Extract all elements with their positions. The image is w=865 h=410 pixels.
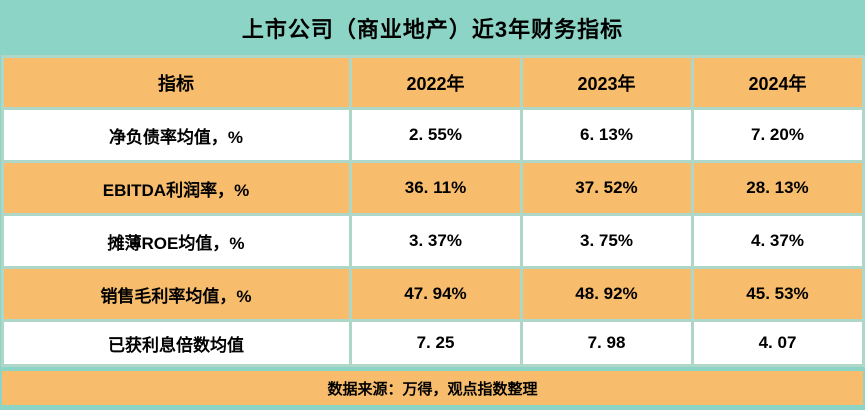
cell-value: 6. 13% bbox=[519, 107, 694, 163]
row-label: 销售毛利率均值，% bbox=[0, 266, 352, 322]
data-source-note: 数据来源：万得，观点指数整理 bbox=[327, 380, 538, 398]
table-header-row: 指标 2022年 2023年 2024年 bbox=[0, 55, 865, 110]
table-row-net-debt-ratio: 净负债率均值，% 2. 55% 6. 13% 7. 20% bbox=[0, 107, 865, 163]
cell-value: 28. 13% bbox=[690, 160, 865, 216]
row-label: EBITDA利润率，% bbox=[0, 160, 352, 216]
cell-value: 37. 52% bbox=[519, 160, 694, 216]
row-label: 净负债率均值，% bbox=[0, 107, 352, 163]
table-row-ebitda-margin: EBITDA利润率，% 36. 11% 37. 52% 28. 13% bbox=[0, 160, 865, 216]
cell-value: 3. 75% bbox=[519, 213, 694, 269]
cell-value: 7. 25 bbox=[348, 319, 523, 367]
column-header-2024: 2024年 bbox=[690, 55, 865, 110]
row-label: 摊薄ROE均值，% bbox=[0, 213, 352, 269]
cell-value: 4. 37% bbox=[690, 213, 865, 269]
column-header-2022: 2022年 bbox=[348, 55, 523, 110]
cell-value: 2. 55% bbox=[348, 107, 523, 163]
page-title: 上市公司（商业地产）近3年财务指标 bbox=[241, 16, 624, 42]
table-row-gross-sales-margin: 销售毛利率均值，% 47. 94% 48. 92% 45. 53% bbox=[0, 266, 865, 322]
cell-value: 48. 92% bbox=[519, 266, 694, 322]
title-bar: 上市公司（商业地产）近3年财务指标 bbox=[0, 0, 865, 55]
cell-value: 7. 98 bbox=[519, 319, 694, 367]
table-row-interest-coverage: 已获利息倍数均值 7. 25 7. 98 4. 07 bbox=[0, 319, 865, 367]
cell-value: 47. 94% bbox=[348, 266, 523, 322]
data-source-bar: 数据来源：万得，观点指数整理 bbox=[2, 371, 863, 405]
column-header-indicator: 指标 bbox=[0, 55, 352, 110]
row-label: 已获利息倍数均值 bbox=[0, 319, 352, 367]
column-header-2023: 2023年 bbox=[519, 55, 694, 110]
table-row-diluted-roe: 摊薄ROE均值，% 3. 37% 3. 75% 4. 37% bbox=[0, 213, 865, 269]
financial-indicators-table: 指标 2022年 2023年 2024年 净负债率均值，% 2. 55% 6. … bbox=[0, 55, 865, 367]
cell-value: 4. 07 bbox=[690, 319, 865, 367]
cell-value: 7. 20% bbox=[690, 107, 865, 163]
cell-value: 36. 11% bbox=[348, 160, 523, 216]
cell-value: 45. 53% bbox=[690, 266, 865, 322]
cell-value: 3. 37% bbox=[348, 213, 523, 269]
